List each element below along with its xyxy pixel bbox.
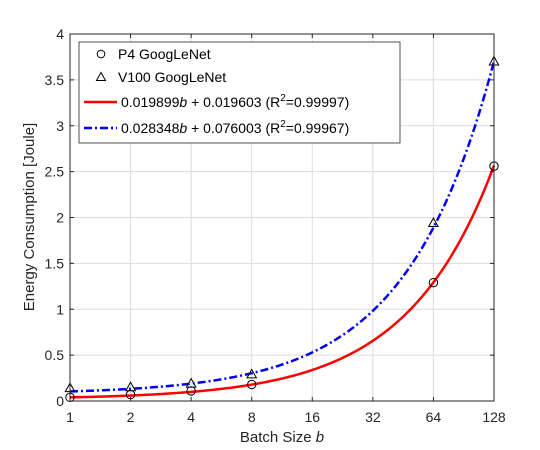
fit-curves — [69, 60, 496, 399]
x-tick-label: 32 — [365, 409, 381, 425]
legend-box — [78, 41, 401, 144]
x-tick-label: 16 — [304, 409, 320, 425]
data-point-v100 — [125, 381, 137, 392]
y-tick-label: 1 — [56, 301, 64, 317]
y-tick-label: 2 — [56, 210, 64, 226]
y-axis-label: Energy Consumption [Joule] — [21, 123, 38, 311]
y-tick-label: 3.5 — [45, 72, 65, 88]
x-tick-label: 4 — [187, 409, 195, 425]
data-point-v100 — [185, 377, 197, 388]
data-point-p4 — [428, 277, 439, 288]
x-tick-label: 64 — [426, 409, 442, 425]
legend-marker-circle — [96, 49, 106, 59]
y-tick-label: 1.5 — [45, 255, 65, 271]
x-axis-label: Batch Size b — [240, 429, 324, 446]
y-tick-label: 4 — [56, 26, 64, 42]
legend-label-blue-fit: 0.028348b + 0.076003 (R2=0.99967) — [121, 119, 349, 136]
fit-line-blue — [69, 60, 496, 393]
x-tick-label: 1 — [66, 409, 74, 425]
legend-label-red-fit: 0.019899b + 0.019603 (R2=0.99997) — [121, 93, 349, 110]
y-tick-label: 0.5 — [45, 347, 65, 363]
legend-marker-triangle — [95, 71, 107, 81]
data-point-v100 — [246, 368, 258, 379]
legend: P4 GoogLeNet V100 GoogLeNet 0.019899b + … — [78, 41, 401, 144]
x-tick-label: 2 — [127, 409, 135, 425]
y-tick-label: 0 — [56, 393, 64, 409]
data-point-v100 — [427, 216, 439, 228]
legend-label-v100: V100 GoogLeNet — [118, 69, 226, 85]
legend-label-p4: P4 GoogLeNet — [118, 46, 211, 62]
data-point-p4 — [247, 379, 257, 390]
x-tick-label: 128 — [482, 409, 506, 425]
fit-line-red — [69, 165, 496, 399]
x-axis-label-text: Batch Size — [240, 429, 312, 446]
y-tick-label: 3 — [56, 118, 64, 134]
ticks: 1 2 4 8 16 32 64 128 0 0.5 1 1.5 2 2.5 3 3.5 4 — [45, 26, 506, 425]
y-tick-label: 2.5 — [45, 164, 65, 180]
x-axis-label-var: b — [316, 429, 324, 446]
x-tick-label: 8 — [248, 409, 256, 425]
